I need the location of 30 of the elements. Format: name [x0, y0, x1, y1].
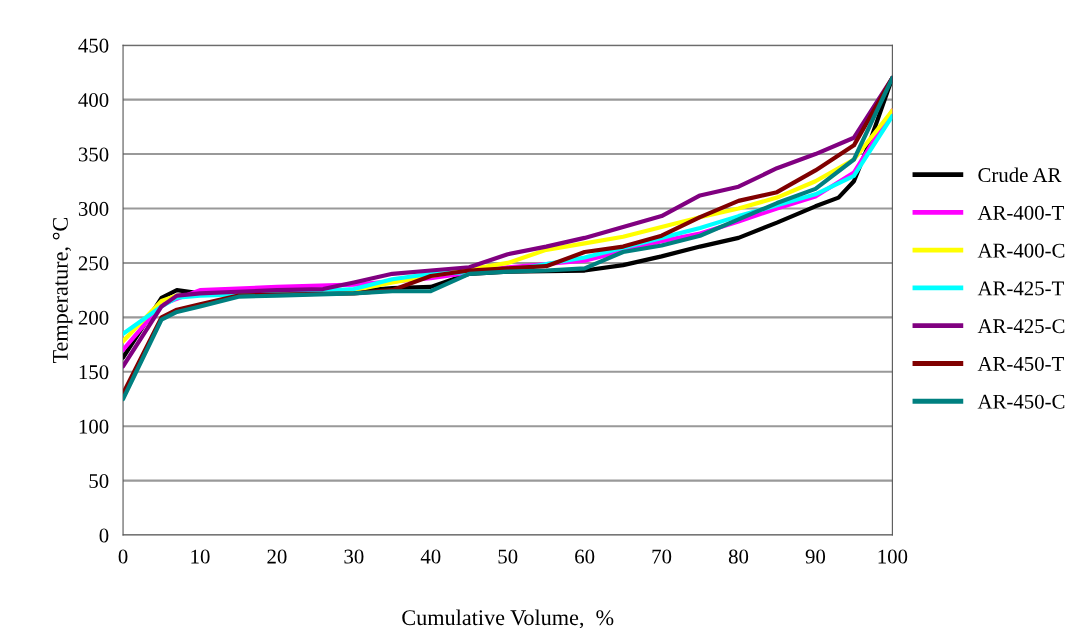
- y-tick-label: 250: [78, 256, 109, 271]
- y-tick-label: 300: [78, 201, 109, 216]
- legend-label: AR-425-C: [977, 319, 1065, 334]
- legend-label: AR-450-T: [977, 356, 1064, 371]
- y-tick-label: 150: [79, 365, 109, 380]
- x-tick-label: 30: [344, 549, 364, 564]
- y-axis-title: Temperature, °C: [52, 217, 73, 364]
- legend-label: Crude AR: [978, 167, 1062, 183]
- legend-label: AR-425-T: [977, 281, 1064, 296]
- legend-label: AR-400-T: [977, 205, 1064, 220]
- legend-label: AR-400-C: [977, 243, 1065, 258]
- y-tick-label: 0: [99, 528, 109, 543]
- x-tick-label: 70: [652, 549, 672, 564]
- y-tick-label: 450: [78, 38, 109, 53]
- legend-label: AR-450-C: [977, 394, 1065, 409]
- y-tick-label: 100: [79, 419, 109, 434]
- y-tick-label: 200: [78, 310, 109, 325]
- x-tick-label: 80: [728, 549, 749, 564]
- x-axis-title: Cumulative Volume, %: [402, 609, 614, 628]
- x-tick-label: 90: [805, 549, 826, 564]
- x-tick-label: 0: [118, 549, 128, 564]
- x-tick-label: 40: [420, 549, 441, 564]
- x-tick-label: 10: [191, 549, 210, 564]
- y-tick-label: 400: [78, 93, 109, 108]
- y-tick-label: 50: [89, 474, 109, 489]
- y-tick-label: 350: [78, 147, 109, 162]
- x-tick-label: 100: [878, 549, 908, 564]
- x-tick-label: 50: [498, 549, 518, 564]
- x-tick-label: 60: [575, 549, 595, 564]
- x-tick-label: 20: [267, 549, 287, 564]
